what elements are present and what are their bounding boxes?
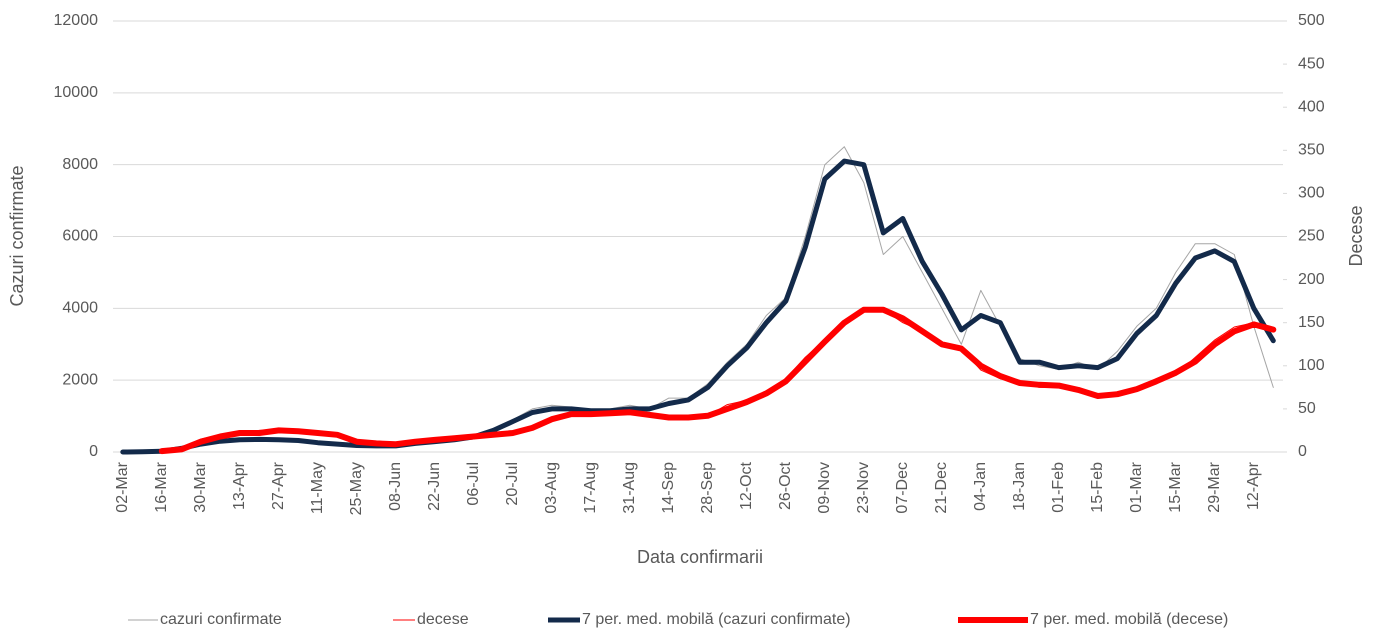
series-line	[158, 306, 1277, 455]
y2-tick-label: 250	[1298, 228, 1325, 245]
x-tick-label: 17-Aug	[582, 462, 599, 514]
series-line	[120, 158, 1276, 455]
x-tick-label: 07-Dec	[894, 462, 911, 514]
x-tick-label: 28-Sep	[699, 462, 716, 514]
x-tick-label: 01-Mar	[1128, 461, 1145, 512]
x-tick-label: 12-Oct	[738, 461, 755, 510]
y-tick-label: 12000	[54, 12, 99, 29]
x-tick-label: 14-Sep	[660, 462, 677, 514]
y-tick-label: 0	[89, 443, 98, 460]
y2-tick-label: 200	[1298, 271, 1325, 288]
series-line	[122, 146, 1274, 453]
y2-tick-label: 450	[1298, 55, 1325, 72]
x-tick-label: 12-Apr	[1245, 461, 1262, 510]
x-axis-title: Data confirmarii	[637, 547, 763, 567]
x-tick-label: 06-Jul	[465, 462, 482, 506]
y-tick-label: 8000	[62, 156, 98, 173]
x-tick-label: 26-Oct	[777, 461, 794, 510]
y2-tick-label: 150	[1298, 314, 1325, 331]
legend-label: 7 per. med. mobilă (cazuri confirmate)	[582, 611, 851, 628]
x-tick-label: 13-Apr	[231, 461, 248, 510]
y2-tick-label: 400	[1298, 98, 1325, 115]
y2-axis-title: Decese	[1346, 205, 1366, 266]
x-tick-label: 30-Mar	[192, 461, 209, 512]
legend-label: 7 per. med. mobilă (decese)	[1030, 611, 1228, 628]
x-tick-label: 15-Feb	[1089, 462, 1106, 513]
y-tick-label: 10000	[54, 84, 99, 101]
x-tick-label: 27-Apr	[270, 461, 287, 510]
y2-tick-label: 300	[1298, 185, 1325, 202]
x-tick-label: 04-Jan	[972, 462, 989, 511]
y-tick-label: 2000	[62, 371, 98, 388]
y2-tick-label: 100	[1298, 357, 1325, 374]
x-tick-label: 31-Aug	[621, 462, 638, 514]
y-axis-title: Cazuri confirmate	[7, 165, 27, 306]
x-tick-label: 18-Jan	[1011, 462, 1028, 511]
x-tick-label: 25-May	[348, 462, 365, 515]
x-tick-label: 23-Nov	[855, 462, 872, 514]
x-tick-label: 02-Mar	[114, 461, 131, 512]
y2-tick-label: 350	[1298, 142, 1325, 159]
x-tick-label: 11-May	[309, 462, 326, 514]
x-tick-label: 03-Aug	[543, 462, 560, 514]
x-tick-label: 08-Jun	[387, 462, 404, 511]
x-tick-label: 22-Jun	[426, 462, 443, 511]
y2-tick-label: 50	[1298, 400, 1316, 417]
x-tick-label: 29-Mar	[1206, 461, 1223, 512]
y-tick-label: 4000	[62, 300, 98, 317]
x-tick-label: 09-Nov	[816, 462, 833, 514]
legend-label: cazuri confirmate	[160, 611, 282, 628]
x-tick-label: 20-Jul	[504, 462, 521, 506]
x-tick-label: 16-Mar	[153, 461, 170, 512]
legend-label: decese	[417, 611, 469, 628]
x-tick-label: 21-Dec	[933, 462, 950, 514]
x-tick-label: 01-Feb	[1050, 462, 1067, 513]
y2-tick-label: 0	[1298, 443, 1307, 460]
y-tick-label: 6000	[62, 228, 98, 245]
y2-tick-label: 500	[1298, 12, 1325, 29]
x-tick-label: 15-Mar	[1167, 461, 1184, 512]
